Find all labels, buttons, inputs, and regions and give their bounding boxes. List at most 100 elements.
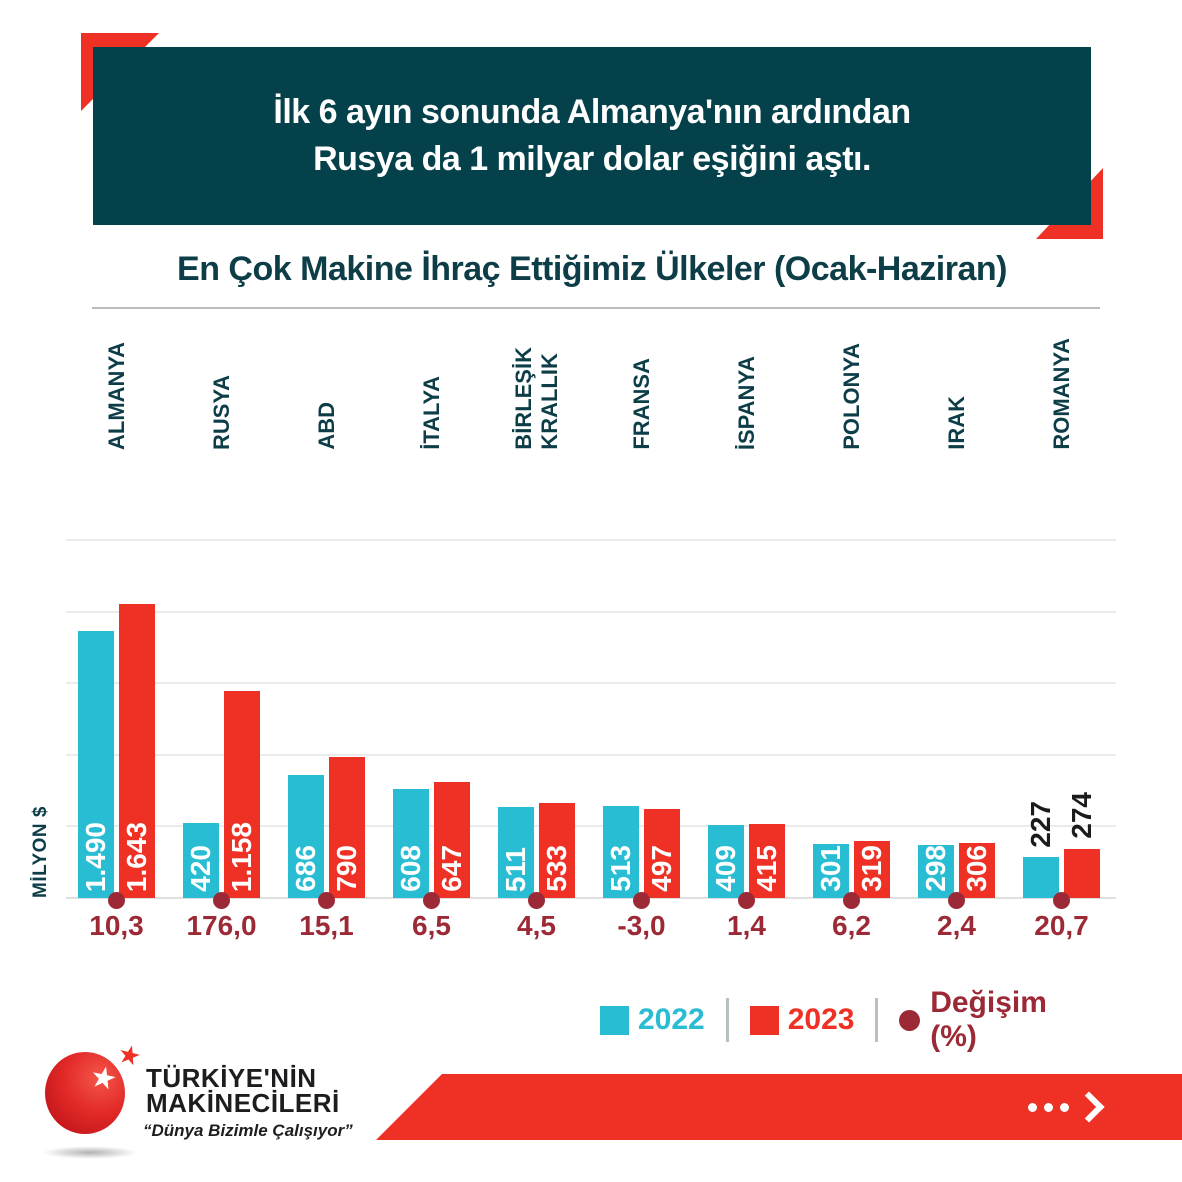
change-dot-5	[633, 892, 650, 909]
country-label-text: İTALYA	[418, 376, 444, 450]
brand-logo-sphere	[45, 1052, 125, 1134]
change-percent-row: 10,3 176,0 15,1 6,5 4,5 -3,0 1,4 6,2 2,4 20,7	[66, 910, 1116, 950]
bar-value-label: 415	[749, 845, 785, 892]
country-label-text: ALMANYA	[103, 342, 129, 450]
bar-value-text: 301	[815, 845, 846, 892]
legend-separator	[725, 998, 729, 1042]
bar-value-text: 647	[436, 845, 467, 892]
bar-value-label: 1.158	[224, 822, 260, 892]
bar-value-text: 420	[185, 845, 216, 892]
logo-star-red-icon: ★	[114, 1037, 145, 1073]
more-arrow-button[interactable]	[1028, 1091, 1105, 1123]
bar-value-label: 790	[329, 845, 365, 892]
gridline-2000	[66, 539, 1116, 541]
legend-label: 2022	[638, 1003, 705, 1036]
country-label-text: POLONYA	[838, 343, 864, 450]
bar-value-label: 301	[813, 845, 849, 892]
bar-value-text: 533	[541, 845, 572, 892]
legend-item-Değişim (%): Değişim (%)	[899, 986, 1100, 1054]
bar-value-text: 298	[920, 845, 951, 892]
bar-value-text: 497	[646, 845, 677, 892]
bar-value-text: 608	[395, 845, 426, 892]
change-value-4: 4,5	[517, 910, 556, 941]
y-axis-label: MİLYON $	[30, 806, 51, 898]
country-label-3: İTALYA	[372, 328, 492, 450]
change-dot-9	[1053, 892, 1070, 909]
country-label-text: FRANSA	[628, 358, 654, 450]
legend-square-swatch	[600, 1005, 629, 1035]
bar-value-label: 227	[1023, 801, 1059, 848]
change-dot-8	[948, 892, 965, 909]
country-label-8: IRAK	[897, 328, 1017, 450]
gridline-400	[66, 825, 1116, 828]
bar-value-label: 511	[498, 847, 534, 892]
chart-legend: 2022 2023 Değişim (%)	[600, 986, 1100, 1053]
bar-2022-9: 227	[1023, 801, 1059, 898]
bar-value-text: 409	[710, 845, 741, 892]
country-label-6: İSPANYA	[687, 328, 807, 450]
bar-2022-0: 1.490	[78, 631, 114, 898]
bar-2023-7: 319	[854, 840, 890, 898]
bar-value-text: 513	[605, 845, 636, 892]
gridline-1600	[66, 610, 1116, 613]
country-labels-row: ALMANYA RUSYA ABD İTALYA BİRLEŞİK KRALLIK FRA…	[66, 328, 1116, 450]
bar-2022-4: 511	[498, 806, 534, 898]
bar-value-label: 686	[288, 845, 324, 892]
arrow-dot-icon	[1060, 1102, 1069, 1112]
change-value-0: 10,3	[89, 910, 144, 941]
headline-line-1: İlk 6 ayın sonunda Almanya'nın ardından	[273, 93, 911, 131]
country-label-0: ALMANYA	[57, 328, 177, 450]
change-value-9: 20,7	[1034, 910, 1089, 941]
legend-label: 2023	[787, 1003, 855, 1036]
bar-value-text: 790	[331, 845, 362, 892]
bar-value-text: 1.490	[80, 821, 111, 892]
title-divider	[92, 307, 1100, 309]
country-label-4: BİRLEŞİK KRALLIK	[477, 328, 597, 450]
bar-chart: 1.490 1.643 420 1.158 686 790 608 647 511 533 513 4…	[66, 539, 1116, 909]
gridline-1200	[66, 682, 1116, 685]
country-label-text: IRAK	[943, 396, 969, 450]
bar-value-text: 227	[1025, 800, 1056, 848]
country-label-9: ROMANYA	[1002, 328, 1122, 450]
change-dot-2	[318, 892, 335, 909]
bar-value-text: 415	[751, 845, 782, 892]
footer-band	[376, 1074, 1182, 1140]
change-value-2: 15,1	[299, 910, 354, 941]
legend-item-2023: 2023	[749, 1003, 855, 1037]
country-label-text: ROMANYA	[1048, 338, 1074, 450]
bar-value-label: 274	[1064, 792, 1100, 839]
logo-shadow	[42, 1146, 138, 1159]
headline-line-2: Rusya da 1 milyar dolar eşiğini aştı.	[313, 140, 871, 178]
change-dot-4	[528, 892, 545, 909]
y-axis-label-wrap: MİLYON $	[26, 540, 56, 898]
change-value-7: 6,2	[832, 910, 871, 941]
bar-2023-3: 647	[434, 782, 470, 898]
bar-value-label: 1.490	[78, 822, 114, 892]
bar-value-text: 1.643	[121, 821, 152, 892]
legend-label: Değişim (%)	[930, 986, 1047, 1053]
bar-value-label: 513	[603, 845, 639, 892]
change-value-5: -3,0	[617, 910, 666, 941]
brand-slogan: “Dünya Bizimle Çalışıyor”	[143, 1121, 353, 1140]
change-dot-3	[423, 892, 440, 909]
bar-value-text: 306	[961, 845, 992, 892]
bar-2022-8: 298	[918, 844, 954, 898]
headline-banner: İlk 6 ayın sonunda Almanya'nın ardından …	[93, 47, 1091, 225]
bar-2023-6: 415	[749, 823, 785, 898]
change-dot-0	[108, 892, 125, 909]
bar-2023-8: 306	[959, 843, 995, 898]
gridline-800	[66, 753, 1116, 756]
bar-2022-7: 301	[813, 844, 849, 898]
bar-2023-0: 1.643	[119, 603, 155, 898]
arrow-dot-icon	[1044, 1102, 1053, 1112]
bar-value-text: 319	[856, 845, 887, 892]
change-value-3: 6,5	[412, 910, 451, 941]
brand-name-line-2: MAKİNECİLERİ	[146, 1088, 340, 1118]
bar-2023-2: 790	[329, 756, 365, 898]
change-dot-7	[843, 892, 860, 909]
change-value-1: 176,0	[186, 910, 257, 941]
bar-value-label: 1.643	[119, 822, 155, 892]
legend-square-swatch	[749, 1005, 779, 1035]
legend-circle-swatch	[899, 1009, 921, 1031]
